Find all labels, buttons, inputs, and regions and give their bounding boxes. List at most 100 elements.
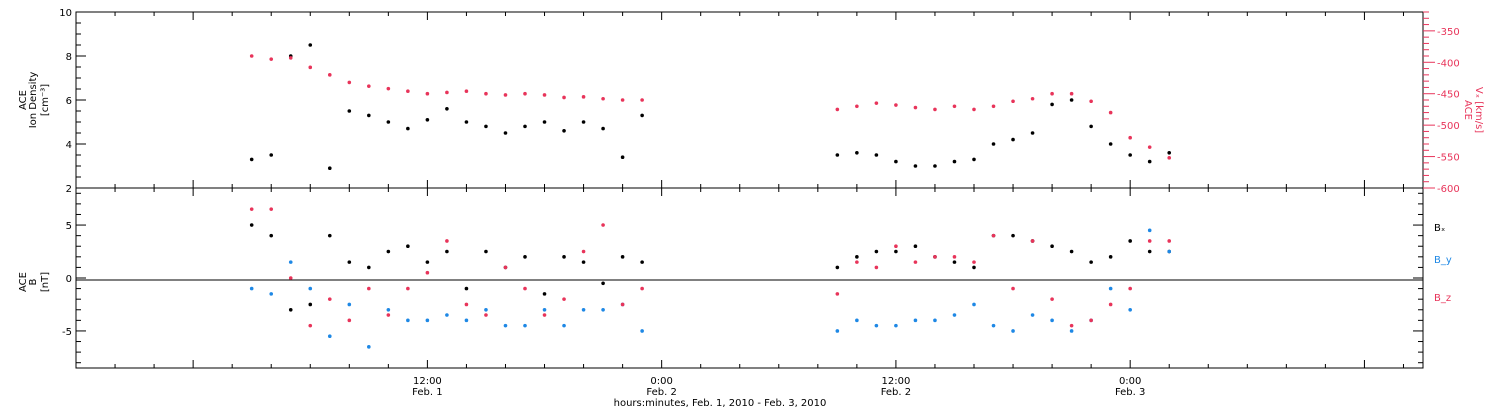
- x-tick-label-date: Feb. 2: [881, 387, 911, 398]
- vx-point: [913, 105, 918, 110]
- legend-bz: B_z: [1434, 293, 1451, 304]
- top-ylabel-line1: ACE: [18, 90, 29, 110]
- by-point: [308, 286, 313, 291]
- ion-density-point: [933, 164, 937, 168]
- bz-point: [1011, 286, 1015, 291]
- bz-point: [562, 297, 566, 301]
- ion-density-point: [445, 107, 449, 111]
- bx-point: [874, 249, 879, 254]
- vx-point: [1050, 91, 1054, 96]
- vx-point: [1069, 91, 1074, 96]
- bx-point: [952, 260, 957, 264]
- vx-point: [406, 89, 410, 93]
- ion-density-point: [1050, 102, 1054, 107]
- top-y2-tick-label: -400: [1437, 58, 1460, 69]
- bx-point: [640, 260, 644, 264]
- ion-density-point: [347, 109, 352, 113]
- top-ylabel-line3: [cm⁻³]: [40, 84, 51, 116]
- bz-point: [933, 255, 937, 259]
- ion-density-point: [269, 153, 274, 157]
- bx-point: [1147, 249, 1152, 254]
- ion-density-point: [1030, 131, 1035, 135]
- by-point: [1108, 286, 1113, 291]
- ion-density-point: [894, 159, 898, 164]
- ion-density-point: [581, 120, 586, 124]
- by-point: [425, 318, 430, 323]
- bottom-y-tick-label: -5: [62, 327, 72, 338]
- vx-point: [1089, 99, 1093, 104]
- top-y2label-line1: ACE: [1462, 100, 1473, 120]
- by-point: [1030, 313, 1035, 317]
- ion-density-point: [1089, 124, 1093, 129]
- bz-point: [249, 207, 254, 211]
- vx-point: [503, 93, 508, 97]
- bx-point: [386, 249, 391, 254]
- by-point: [249, 286, 254, 291]
- vx-point: [1147, 145, 1152, 149]
- top-y-tick-label: 8: [66, 52, 72, 63]
- bz-point: [1128, 286, 1132, 291]
- bz-point: [1089, 318, 1093, 323]
- by-point: [601, 307, 605, 312]
- by-point: [269, 292, 274, 296]
- x-tick-label-date: Feb. 1: [412, 387, 442, 398]
- ion-density-point: [601, 126, 605, 131]
- bz-point: [1108, 302, 1113, 307]
- by-point: [874, 323, 879, 328]
- bx-point: [1069, 249, 1074, 254]
- x-tick-label-date: Feb. 2: [646, 387, 676, 398]
- vx-point: [972, 107, 976, 112]
- bx-point: [445, 249, 449, 254]
- bx-point: [562, 255, 566, 259]
- bottom-ylabel-line3: [nT]: [40, 272, 51, 292]
- bx-point: [425, 260, 430, 264]
- vx-point: [425, 91, 430, 96]
- top-y2-tick-label: -450: [1437, 90, 1460, 101]
- vx-point: [367, 84, 371, 88]
- bx-point: [835, 265, 840, 270]
- bx-point: [484, 249, 488, 254]
- by-point: [972, 302, 976, 307]
- ion-density-point: [952, 159, 957, 164]
- by-point: [562, 323, 566, 328]
- top-y2-tick-label: -350: [1437, 27, 1460, 38]
- ion-density-point: [1128, 153, 1132, 157]
- bx-point: [620, 255, 625, 259]
- by-point: [288, 260, 293, 264]
- ion-density-point: [620, 155, 625, 159]
- vx-point: [542, 93, 547, 97]
- by-point: [1128, 307, 1132, 312]
- bz-point: [425, 270, 430, 275]
- ion-density-point: [1011, 137, 1015, 142]
- data-marks: [249, 43, 1172, 349]
- bz-point: [991, 233, 996, 238]
- bz-point: [640, 286, 644, 291]
- bottom-ylabel-line1: ACE: [18, 272, 29, 292]
- bz-point: [484, 313, 488, 317]
- ion-density-point: [503, 131, 508, 135]
- vx-point: [1128, 135, 1132, 140]
- bottom-panel-frame: [75, 187, 1424, 369]
- vx-point: [308, 65, 313, 70]
- vx-point: [1030, 96, 1035, 101]
- bx-point: [367, 265, 371, 270]
- by-point: [835, 329, 840, 333]
- ion-density-point: [855, 151, 859, 155]
- by-point: [484, 307, 488, 312]
- by-point: [327, 334, 332, 339]
- vx-point: [835, 107, 840, 112]
- by-point: [406, 318, 410, 323]
- top-panel-frame: [75, 11, 1424, 189]
- top-y2label-line2: Vₓ [km/s]: [1473, 87, 1484, 133]
- vx-point: [249, 54, 254, 58]
- bx-point: [269, 233, 274, 238]
- bx-point: [406, 244, 410, 249]
- bx-point: [249, 223, 254, 227]
- ion-density-point: [1147, 159, 1152, 164]
- bz-point: [503, 265, 508, 270]
- bz-point: [894, 244, 898, 249]
- top-y2-tick-label: -600: [1437, 184, 1460, 195]
- bz-point: [1030, 239, 1035, 243]
- by-point: [347, 302, 352, 307]
